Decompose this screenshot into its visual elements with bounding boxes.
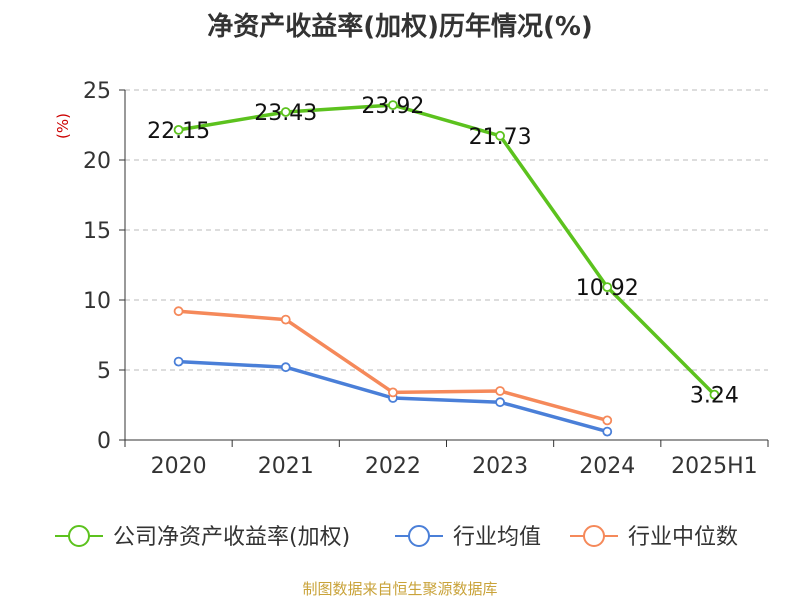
series-point-2 <box>173 306 184 317</box>
x-tick-label: 2021 <box>258 454 314 479</box>
data-label: 10.92 <box>576 276 639 301</box>
legend-label: 行业中位数 <box>628 525 738 550</box>
y-tick-label: 25 <box>83 79 111 104</box>
grid-layer <box>125 89 768 371</box>
series-point-0 <box>280 107 291 117</box>
y-tick-label: 10 <box>83 289 111 314</box>
legend-swatch-marker <box>408 525 430 547</box>
data-label: 21.73 <box>469 125 532 150</box>
y-tick-label: 5 <box>97 359 111 384</box>
x-tick-label: 2020 <box>151 454 207 479</box>
data-label-layer: 22.15 23.43 23.92 21.73 10.92 3.24 <box>147 94 739 409</box>
data-label: 23.92 <box>361 94 424 119</box>
data-label: 3.24 <box>690 384 739 409</box>
series-point-0 <box>709 389 720 400</box>
series-point-1 <box>602 426 613 437</box>
series-point-2 <box>495 386 505 396</box>
series-layer <box>173 100 720 437</box>
axis-layer: 0 5 10 15 20 25 (%) 2020 2021 2022 2023 2024 2025H1 <box>54 79 769 479</box>
y-axis-label: (%) <box>54 113 72 139</box>
x-tick-label: 2025H1 <box>671 454 758 479</box>
data-label: 22.15 <box>147 119 210 144</box>
y-tick-label: 20 <box>83 149 111 174</box>
source-note: 制图数据来自恒生聚源数据库 <box>302 580 498 598</box>
series-point-0 <box>602 282 613 293</box>
series-point-0 <box>495 130 505 141</box>
series-point-1 <box>173 356 184 367</box>
series-point-1 <box>280 362 291 373</box>
x-tick-label: 2024 <box>579 454 635 479</box>
legend-label: 公司净资产收益率(加权) <box>113 525 350 550</box>
legend-swatch-marker <box>583 525 605 547</box>
data-label: 23.43 <box>254 101 317 126</box>
series-point-0 <box>173 124 184 135</box>
legend-swatch-marker <box>68 525 90 547</box>
series-point-2 <box>280 314 291 325</box>
y-tick-label: 15 <box>83 219 111 244</box>
series-line-0 <box>178 103 716 396</box>
legend: 公司净资产收益率(加权) 行业均值 行业中位数 <box>55 525 738 550</box>
series-point-2 <box>388 387 398 398</box>
x-tick-label: 2023 <box>472 454 528 479</box>
series-point-2 <box>602 415 613 426</box>
series-point-1 <box>495 397 505 408</box>
legend-label: 行业均值 <box>453 525 541 550</box>
y-tick-label: 0 <box>97 429 111 454</box>
chart-title: 净资产收益率(加权)历年情况(%) <box>207 12 593 42</box>
x-tick-label: 2022 <box>365 454 421 479</box>
series-point-0 <box>388 100 398 111</box>
